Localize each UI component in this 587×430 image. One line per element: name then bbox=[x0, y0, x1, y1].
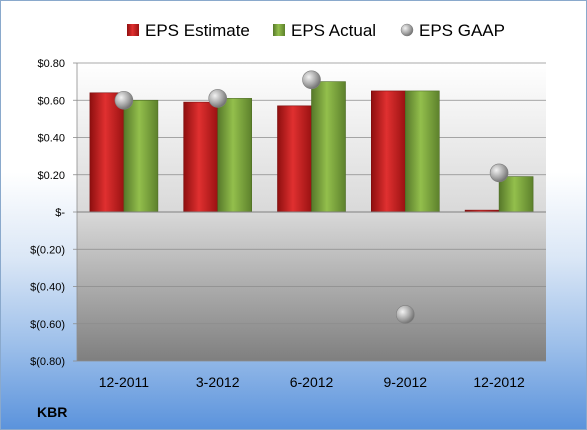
gaap-marker bbox=[208, 89, 227, 108]
x-tick-label: 9-2012 bbox=[384, 374, 428, 390]
bars bbox=[89, 81, 534, 213]
legend-swatch-actual bbox=[273, 24, 285, 36]
x-tick-label: 6-2012 bbox=[290, 374, 334, 390]
x-tick-label: 3-2012 bbox=[196, 374, 240, 390]
gaap-marker bbox=[489, 163, 509, 183]
y-tick-label: $0.80 bbox=[37, 58, 65, 70]
legend-label: EPS Actual bbox=[291, 21, 376, 40]
legend-label: EPS Estimate bbox=[145, 21, 250, 40]
x-tick-label: 12-2011 bbox=[99, 374, 150, 390]
y-axis-ticks: $0.80 $0.60 $0.40 $0.20 $- $(0.20) $(0.40) $(0.… bbox=[30, 58, 78, 368]
actual-bar bbox=[123, 99, 159, 213]
y-tick-label: $- bbox=[55, 207, 65, 219]
y-tick-label: $(0.80) bbox=[30, 356, 65, 368]
y-tick-label: $(0.60) bbox=[30, 319, 65, 331]
gaap-marker bbox=[114, 90, 134, 110]
legend: EPS Estimate EPS Actual EPS GAAP bbox=[127, 21, 505, 40]
gaap-markers bbox=[114, 70, 509, 324]
y-tick-label: $0.40 bbox=[37, 133, 65, 145]
actual-bar bbox=[311, 81, 346, 213]
ticker-label: KBR bbox=[37, 404, 68, 420]
y-tick-label: $(0.20) bbox=[30, 244, 65, 256]
actual-bar bbox=[404, 90, 440, 213]
gaap-marker bbox=[395, 305, 415, 324]
actual-bar bbox=[217, 98, 252, 213]
y-tick-label: $0.20 bbox=[37, 170, 65, 182]
legend-swatch-estimate bbox=[127, 24, 139, 36]
actual-bar bbox=[498, 176, 534, 213]
estimate-bar bbox=[89, 92, 125, 213]
legend-label: EPS GAAP bbox=[419, 21, 505, 40]
estimate-bar bbox=[277, 105, 312, 213]
gaap-marker bbox=[302, 70, 321, 90]
x-tick-label: 12-2012 bbox=[473, 374, 525, 390]
legend-marker-gaap bbox=[400, 23, 414, 37]
x-axis-ticks: 12-2011 3-2012 6-2012 9-2012 12-2012 bbox=[99, 374, 525, 390]
estimate-bar bbox=[183, 101, 218, 213]
y-tick-label: $0.60 bbox=[37, 95, 65, 107]
estimate-bar bbox=[370, 90, 406, 213]
y-tick-label: $(0.40) bbox=[30, 282, 65, 294]
